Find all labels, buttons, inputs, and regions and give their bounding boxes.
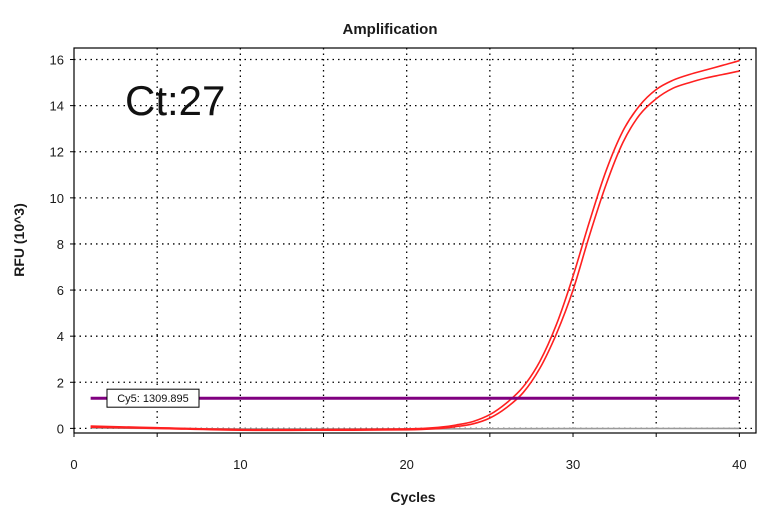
y-tick-label: 0 [57, 421, 64, 436]
threshold-label-box [106, 388, 200, 408]
y-tick-label: 10 [50, 191, 64, 206]
series-lines [90, 59, 740, 432]
x-tick-label: 40 [732, 457, 746, 472]
x-axis-label: Cycles [390, 489, 435, 505]
threshold-label: Cy5: 1309.895 [117, 393, 189, 405]
x-tick-label: 30 [566, 457, 580, 472]
y-tick-label: 14 [50, 99, 64, 114]
grid [74, 48, 756, 433]
y-tick-label: 16 [50, 53, 64, 68]
x-tick-label: 10 [233, 457, 247, 472]
chart-title: Amplification [342, 21, 437, 38]
y-tick-label: 12 [50, 145, 64, 160]
y-tick-label: 4 [57, 329, 64, 344]
threshold: Cy5: 1309.895 [90, 388, 740, 408]
y-tick-label: 6 [57, 283, 64, 298]
series-line-1 [90, 59, 740, 431]
series-line-2 [90, 70, 740, 432]
axis-ticks: 0 10 20 30 40 0 2 4 6 8 10 12 14 16 [50, 53, 747, 472]
y-tick-label: 8 [57, 237, 64, 252]
x-tick-label: 0 [70, 457, 77, 472]
ct-annotation: Ct:27 [125, 77, 225, 124]
y-axis-label: RFU (10^3) [11, 203, 27, 277]
y-tick-label: 2 [57, 375, 64, 390]
plot-frame [73, 47, 757, 434]
x-tick-label: 20 [399, 457, 413, 472]
